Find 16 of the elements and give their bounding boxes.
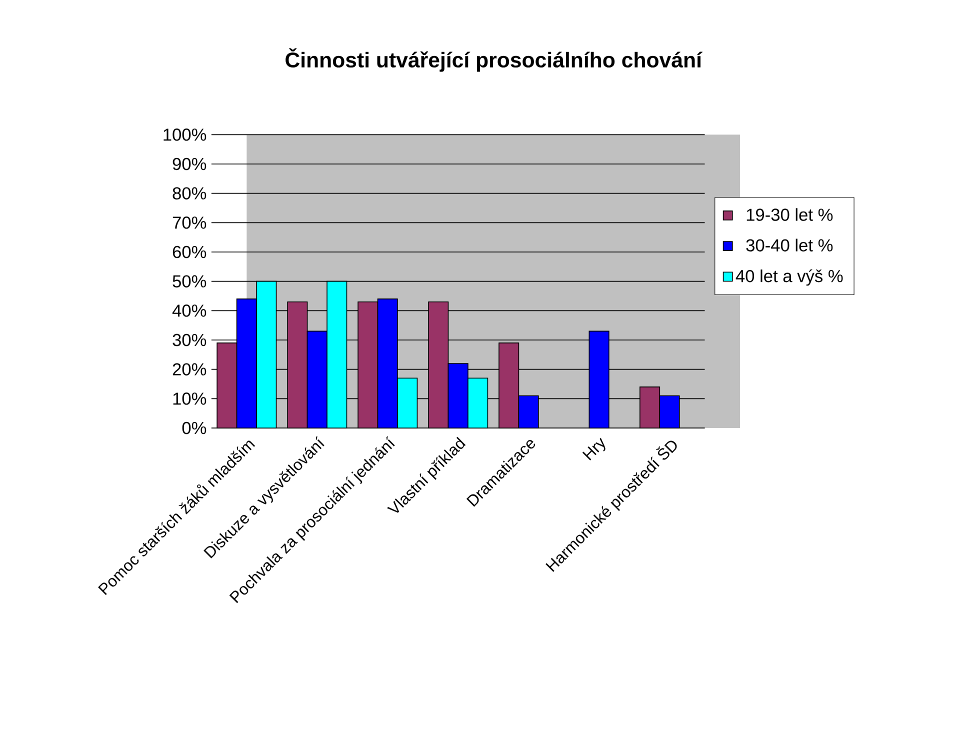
y-tick-label: 30% [172,334,206,346]
legend-label: 40 let a výš % [736,269,843,286]
y-tick-label: 10% [173,392,206,405]
y-tick-label: 20% [172,363,206,376]
y-tick-label: 100% [164,128,206,141]
y-tick-label: 60% [172,246,206,258]
y-tick-label: 40% [172,304,206,317]
y-tick-label: 80% [172,187,206,200]
chart-title: Činnosti utvářející prosociálního chování [286,48,703,72]
y-tick-label: 70% [172,216,206,229]
y-tick-label: 50% [172,275,206,288]
legend-label: 30-40 let % [746,238,833,252]
y-tick-label: 0% [182,422,206,434]
legend-label: 19-30 let % [746,208,833,221]
x-tick-label: Hry [582,438,606,460]
y-tick-label: 90% [172,158,206,170]
